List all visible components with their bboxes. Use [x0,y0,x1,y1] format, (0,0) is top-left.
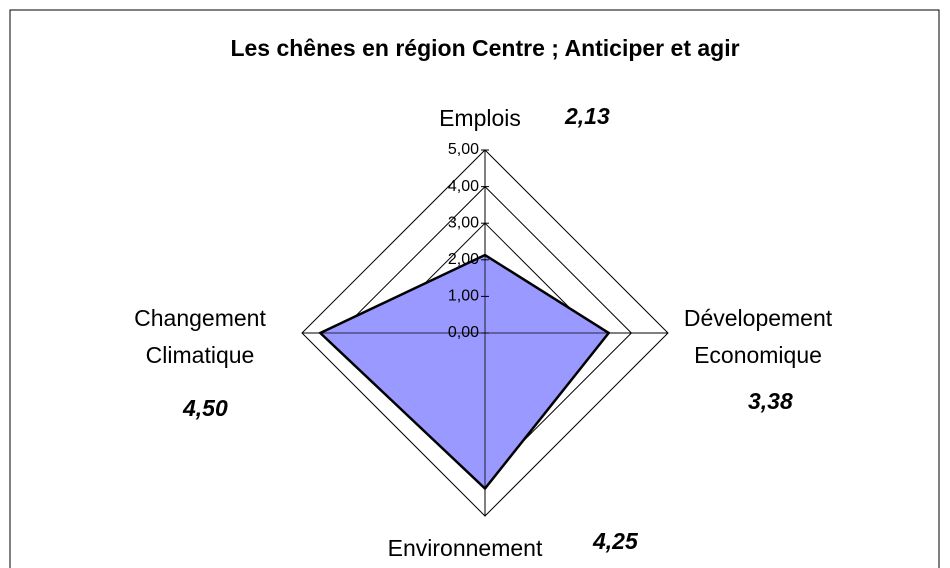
value-label: 4,25 [593,528,638,554]
tick-label: 4,00 [448,178,479,195]
category-label: Environnement [387,535,543,561]
tick-label: 3,00 [448,214,479,231]
value-label: 2,13 [565,103,610,129]
value-label: 3,38 [748,388,793,414]
category-label: Dévelopement Economique [683,305,833,368]
tick-label: 2,00 [448,251,479,268]
tick-label: 0,00 [448,324,479,341]
category-label: Changement Climatique [134,305,266,368]
chart-title: Les chênes en région Centre ; Anticiper … [230,35,739,61]
tick-label: 5,00 [448,141,479,158]
tick-label: 1,00 [448,288,479,305]
category-label: Emplois [439,105,521,131]
value-label: 4,50 [183,395,228,421]
